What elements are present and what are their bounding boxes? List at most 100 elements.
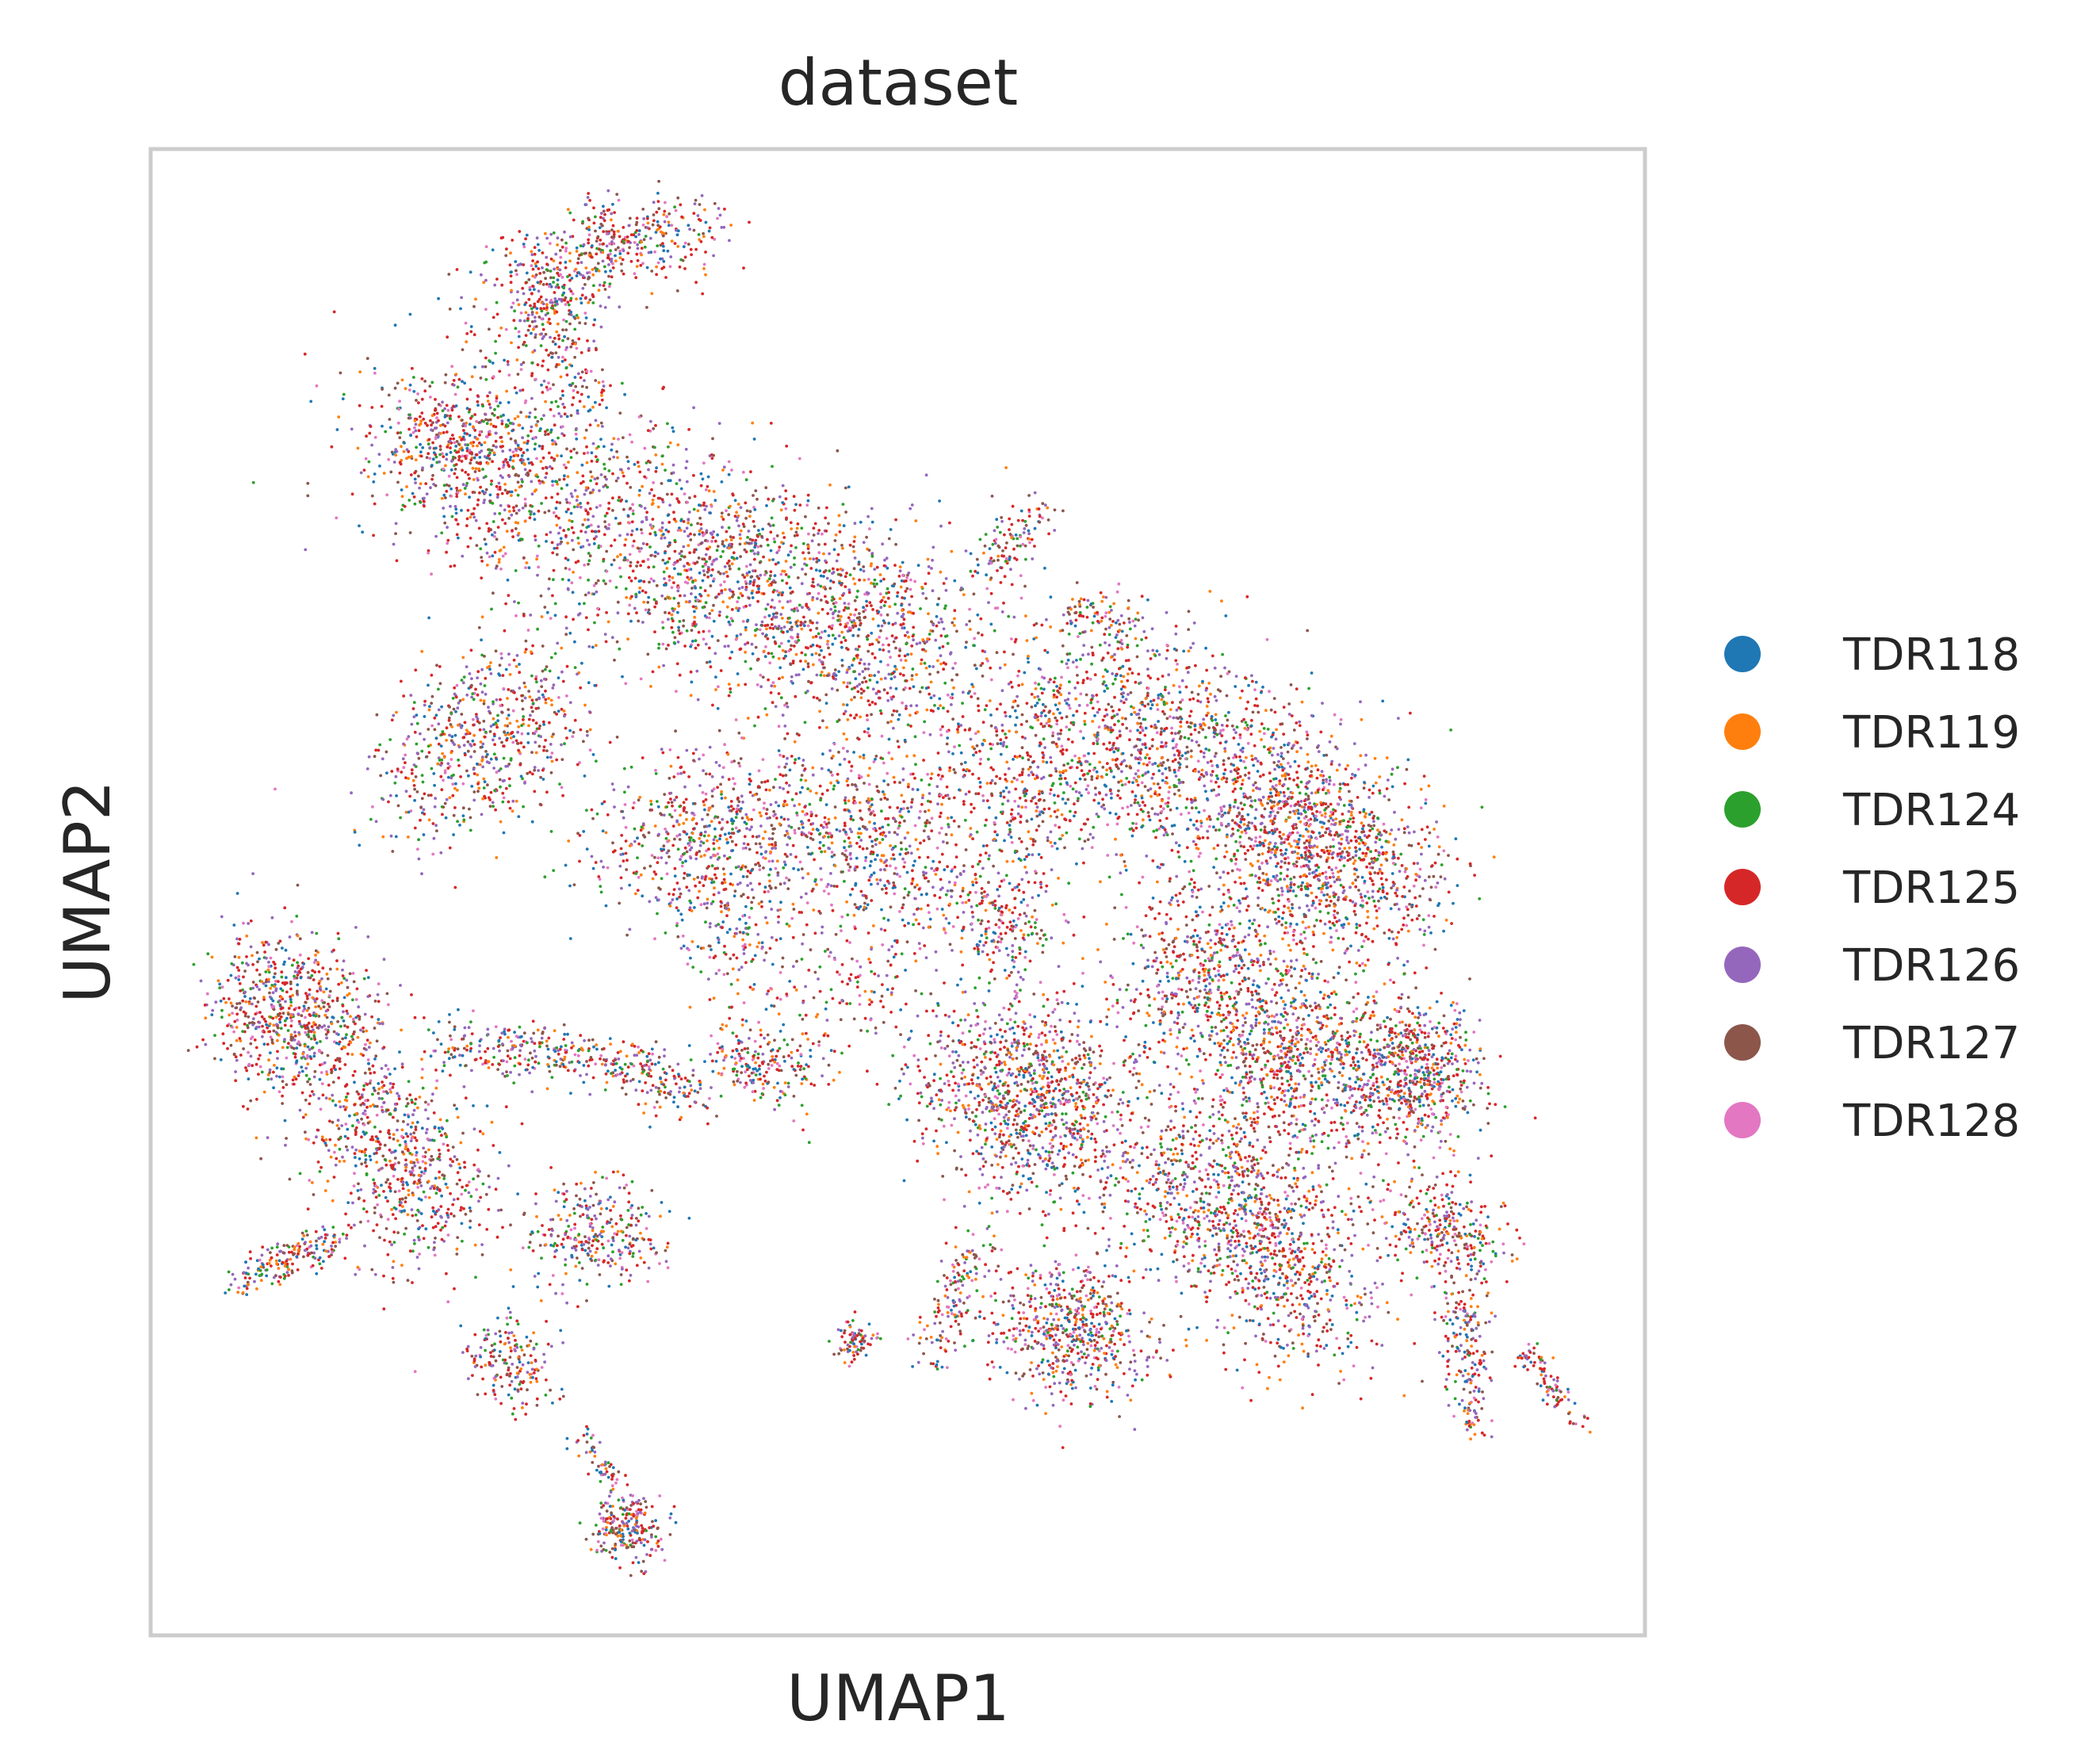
scatter-point — [798, 503, 802, 507]
scatter-point — [626, 612, 630, 616]
scatter-point — [744, 579, 748, 583]
scatter-point — [477, 786, 481, 790]
scatter-point — [798, 790, 802, 794]
scatter-point — [712, 577, 716, 581]
scatter-point — [712, 619, 716, 623]
scatter-point — [656, 505, 660, 509]
scatter-point — [446, 541, 449, 545]
scatter-point — [786, 732, 790, 736]
scatter-point — [870, 674, 873, 677]
scatter-point — [767, 522, 771, 526]
scatter-point — [484, 796, 487, 800]
scatter-point — [459, 307, 462, 311]
scatter-point — [530, 253, 534, 257]
scatter-point — [488, 451, 492, 455]
scatter-point — [888, 805, 892, 809]
scatter-point — [472, 772, 476, 775]
scatter-point — [618, 249, 622, 253]
scatter-point — [903, 596, 906, 600]
scatter-point — [545, 348, 549, 352]
scatter-point — [641, 621, 645, 624]
scatter-point — [504, 327, 508, 331]
scatter-point — [689, 644, 693, 648]
scatter-point — [602, 533, 606, 537]
scatter-point — [455, 440, 459, 443]
scatter-point — [511, 740, 515, 744]
scatter-point — [472, 456, 476, 460]
scatter-point — [951, 679, 954, 682]
scatter-point — [538, 724, 541, 728]
scatter-point — [483, 735, 487, 739]
scatter-point — [879, 579, 883, 583]
scatter-point — [1061, 509, 1065, 513]
scatter-point — [685, 480, 689, 484]
scatter-point — [775, 589, 779, 593]
scatter-point — [515, 358, 519, 361]
scatter-point — [507, 373, 511, 377]
scatter-point — [670, 625, 674, 629]
scatter-point — [491, 801, 495, 805]
scatter-point — [687, 518, 690, 522]
scatter-point — [656, 200, 660, 203]
scatter-point — [727, 559, 731, 563]
scatter-point — [479, 698, 483, 702]
scatter-point — [449, 446, 452, 449]
scatter-point — [609, 384, 612, 388]
scatter-point — [667, 575, 671, 579]
scatter-point — [478, 763, 482, 767]
scatter-point — [537, 479, 541, 483]
scatter-point — [530, 361, 534, 365]
scatter-point — [610, 258, 614, 261]
scatter-point — [919, 607, 922, 610]
scatter-point — [438, 448, 442, 451]
scatter-point — [409, 694, 413, 697]
scatter-point — [475, 713, 478, 716]
scatter-point — [604, 582, 607, 586]
scatter-point — [449, 468, 453, 472]
scatter-point — [725, 570, 729, 574]
scatter-point — [385, 493, 389, 497]
scatter-point — [887, 672, 891, 676]
scatter-point — [745, 875, 749, 878]
scatter-point — [859, 715, 862, 719]
scatter-point — [912, 625, 916, 629]
scatter-point — [547, 354, 550, 357]
scatter-point — [621, 471, 625, 475]
scatter-point — [667, 618, 670, 621]
scatter-point — [660, 462, 664, 466]
scatter-point — [720, 591, 724, 595]
scatter-point — [648, 236, 652, 240]
scatter-point — [929, 709, 933, 713]
scatter-point — [594, 530, 598, 533]
scatter-point — [770, 908, 774, 911]
scatter-point — [591, 268, 595, 271]
scatter-point — [720, 511, 724, 515]
scatter-point — [435, 416, 438, 419]
scatter-point — [626, 251, 630, 255]
scatter-point — [824, 693, 828, 697]
scatter-point — [555, 480, 559, 484]
scatter-point — [978, 537, 982, 541]
scatter-point — [721, 542, 725, 546]
scatter-point — [612, 242, 616, 246]
scatter-point — [964, 549, 968, 553]
scatter-point — [486, 461, 490, 465]
scatter-point — [679, 912, 683, 916]
scatter-point — [640, 240, 644, 244]
scatter-point — [561, 403, 564, 406]
scatter-point — [538, 429, 541, 433]
scatter-point — [635, 252, 639, 256]
scatter-point — [846, 749, 849, 753]
scatter-point — [530, 650, 533, 654]
scatter-point — [433, 805, 437, 809]
scatter-point — [901, 626, 905, 630]
scatter-point — [972, 592, 976, 596]
scatter-point — [746, 641, 750, 644]
scatter-point — [542, 414, 545, 417]
scatter-point — [525, 233, 529, 237]
scatter-point — [840, 582, 843, 585]
scatter-point — [572, 571, 575, 574]
scatter-point — [824, 569, 828, 572]
scatter-point — [840, 659, 844, 662]
scatter-point — [896, 595, 899, 598]
